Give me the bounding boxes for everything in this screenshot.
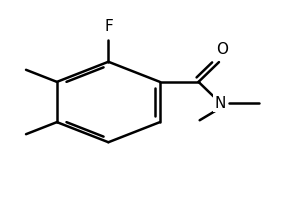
Text: N: N: [215, 96, 226, 111]
Text: F: F: [104, 19, 113, 34]
Text: O: O: [216, 42, 228, 57]
